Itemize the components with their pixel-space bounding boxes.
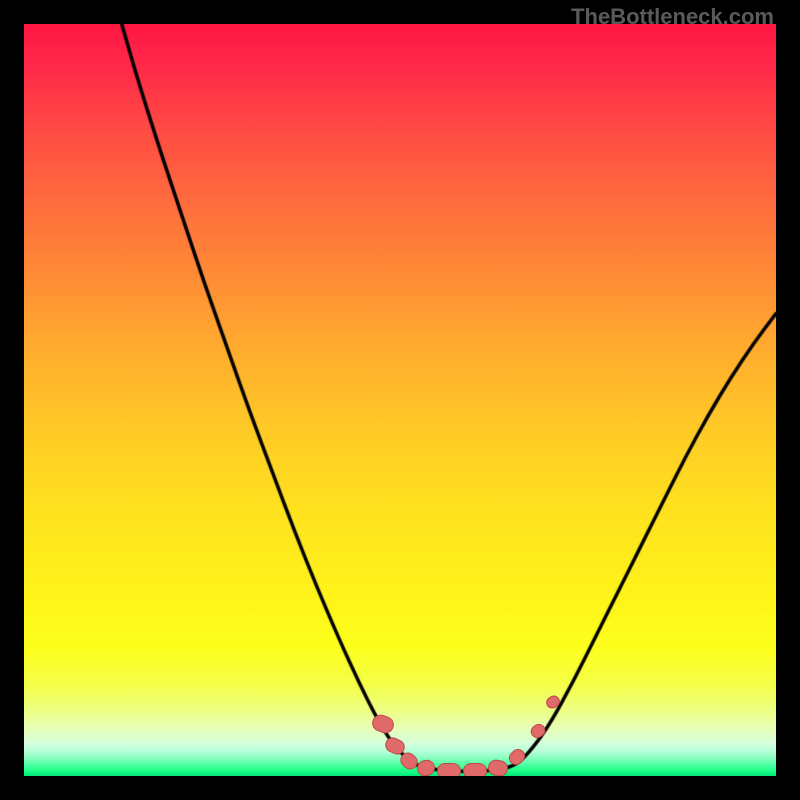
chart-curves-canvas [24,24,776,776]
curve-marker [437,763,461,776]
curve-marker [463,763,487,776]
plot-area [24,24,776,776]
watermark-text: TheBottleneck.com [571,4,774,30]
